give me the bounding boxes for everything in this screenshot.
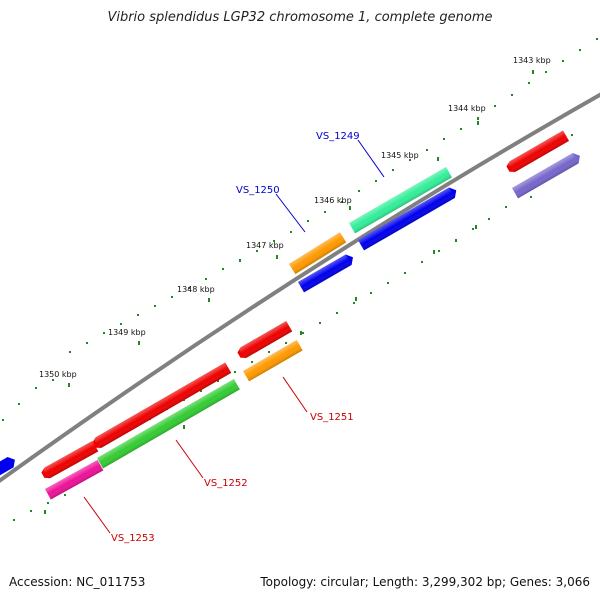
outer-dotted-ring	[2, 38, 598, 421]
label-leaders	[83, 139, 385, 534]
accession-value: NC_011753	[76, 575, 146, 589]
outer-features	[40, 130, 570, 481]
gene-vs-1253[interactable]	[45, 459, 104, 500]
tick-label-1346: 1346 kbp	[314, 196, 352, 205]
feature-blue-short[interactable]	[298, 252, 356, 293]
feature-red-middle[interactable]	[236, 321, 293, 360]
gene-label-vs-1249[interactable]: VS_1249	[316, 131, 360, 142]
feature-red-topright[interactable]	[505, 130, 570, 175]
feature-blue-long[interactable]	[358, 185, 459, 251]
accession-label: Accession:	[9, 575, 73, 589]
gene-vs-1251[interactable]	[242, 340, 303, 382]
tick-label-1345: 1345 kbp	[381, 151, 419, 160]
gene-vs-1250[interactable]	[289, 232, 347, 275]
genome-summary: Topology: circular; Length: 3,299,302 bp…	[260, 575, 590, 589]
feature-purple-topright[interactable]	[512, 151, 583, 199]
feature-red-long[interactable]	[91, 362, 232, 451]
tick-label-1348: 1348 kbp	[177, 285, 215, 294]
map-title: Vibrio splendidus LGP32 chromosome 1, co…	[107, 10, 493, 25]
gene-label-vs-1250[interactable]: VS_1250	[236, 185, 280, 196]
accession-footer: Accession: NC_011753	[9, 575, 145, 589]
gene-vs-1249[interactable]	[349, 167, 452, 234]
gene-label-vs-1251[interactable]: VS_1251	[310, 412, 354, 423]
tick-label-1347: 1347 kbp	[246, 241, 284, 250]
gene-label-vs-1252[interactable]: VS_1252	[204, 478, 248, 489]
tick-label-1343: 1343 kbp	[513, 56, 551, 65]
feature-red-left[interactable]	[40, 440, 99, 481]
tick-label-1344: 1344 kbp	[448, 104, 486, 113]
gene-label-vs-1253[interactable]: VS_1253	[111, 533, 155, 544]
genome-backbone	[0, 92, 600, 483]
inner-features	[0, 151, 583, 500]
tick-label-1350: 1350 kbp	[39, 370, 77, 379]
feature-blue-partial-left[interactable]	[0, 455, 18, 477]
tick-label-1349: 1349 kbp	[108, 328, 146, 337]
gene-vs-1252[interactable]	[97, 379, 240, 469]
